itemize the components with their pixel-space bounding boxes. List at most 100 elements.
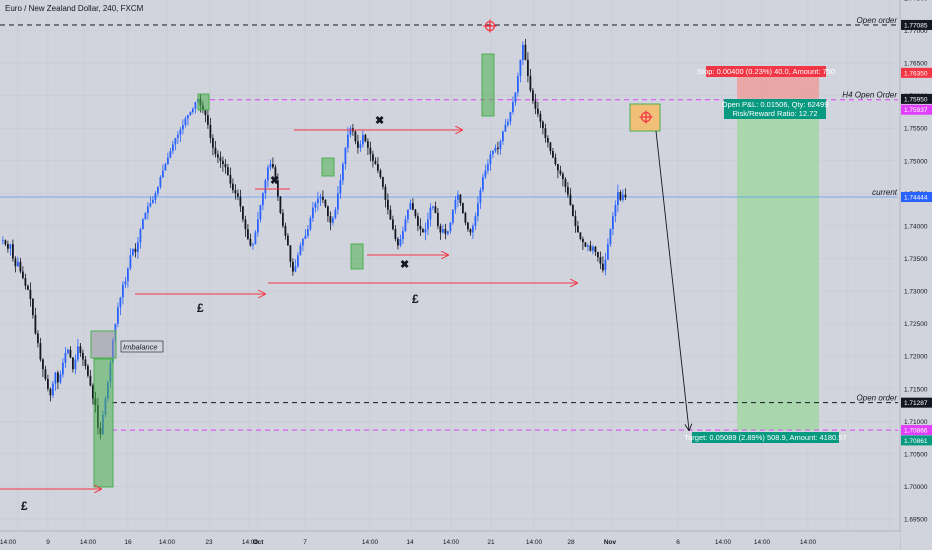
candle-body [589, 245, 592, 251]
candle-body [32, 298, 34, 316]
candle-body [149, 203, 152, 207]
candle-body [47, 379, 49, 389]
price-flag-bg [901, 93, 932, 104]
candle-body [139, 229, 142, 243]
time-tick-label: 14:00 [526, 539, 543, 546]
time-tick-label: 14:00 [362, 539, 379, 546]
drawing-annotations: £ £ £ ✖ ✖ ✖ Imbalance Stop: 0.00400 (0.23%) 40.… [0, 19, 847, 513]
candle-body [124, 281, 127, 285]
candle-body [84, 359, 87, 366]
imbalance-box [90, 330, 117, 359]
candle-body [452, 209, 454, 223]
candle-body [344, 147, 347, 165]
candle-body [429, 207, 432, 220]
candle-body [524, 44, 527, 60]
candle-body [547, 137, 549, 143]
candle-body [269, 164, 272, 168]
candle-body [327, 206, 329, 217]
candle-body [504, 124, 507, 132]
candle-body [462, 203, 464, 213]
candle-body [184, 118, 187, 125]
hline-label: Open order [857, 394, 898, 403]
candle-body [514, 92, 517, 103]
target-label-text: Target: 0.05089 (2.89%) 508.9, Amount: 4… [684, 433, 846, 442]
candle-body [157, 186, 159, 194]
candle-body [394, 229, 397, 239]
candle-body [209, 124, 212, 138]
time-tick-label: 23 [205, 539, 213, 546]
pnl-label-bg [724, 99, 826, 119]
candle-body [49, 388, 52, 396]
candle-body [119, 297, 122, 308]
candle-body [607, 244, 609, 260]
peak-target-icon [483, 19, 497, 33]
candle-body [62, 362, 64, 375]
price-tick-label: 1.72500 [904, 321, 928, 328]
candle-body [87, 365, 89, 376]
price-flag-label: 1.74444 [904, 195, 928, 202]
candle-body [214, 147, 217, 155]
candle-body [282, 212, 284, 226]
candle-body [447, 231, 449, 234]
candle-body [134, 248, 137, 252]
candle-body [397, 238, 399, 246]
candle-body [179, 129, 182, 135]
price-tick-label: 1.71500 [904, 386, 928, 393]
candle-body [587, 245, 589, 247]
candle-body [424, 229, 427, 233]
candle-body [217, 154, 219, 158]
time-tick-label: 21 [487, 539, 495, 546]
grid [0, 0, 898, 530]
candle-body [304, 235, 307, 239]
candle-body [534, 100, 537, 109]
candle-body [539, 113, 542, 122]
candle-body [624, 194, 627, 198]
candle-body [577, 225, 579, 233]
candle-body [347, 134, 349, 148]
candle-body [17, 261, 19, 267]
candle-body [537, 108, 539, 114]
time-tick-label: 14:00 [159, 539, 176, 546]
candle-body [414, 209, 417, 217]
time-tick-label: 16 [124, 539, 132, 546]
time-tick-label: Nov [604, 539, 617, 546]
candle-body [2, 240, 4, 242]
candle-body [174, 137, 177, 145]
imbalance-label-text: Imbalance [123, 343, 158, 352]
pnl-label-text: Open P&L: 0.01506, Qty: 62499 [722, 100, 829, 109]
price-flag-bg [901, 192, 932, 203]
candle-body [467, 222, 469, 230]
candle-body [279, 196, 282, 213]
pnl-label: Open P&L: 0.01506, Qty: 62499Risk/Reward… [722, 99, 829, 119]
candle-body [72, 357, 74, 370]
candle-body [74, 359, 77, 370]
candle-body [364, 134, 367, 142]
candle-body [484, 170, 487, 178]
candle-body [44, 369, 47, 380]
hline-label: H4 Open Order [842, 91, 897, 100]
candle-body [249, 238, 252, 246]
candle-body [609, 229, 612, 245]
candle-body [472, 225, 474, 233]
candle-body [489, 154, 492, 165]
candle-body [582, 238, 584, 243]
candle-body [22, 271, 24, 279]
candle-body [432, 206, 434, 208]
candle-body [177, 134, 179, 138]
hline-label: Open order [857, 16, 898, 25]
candle-body [92, 385, 94, 399]
candle-body [142, 219, 144, 230]
time-tick-label: 14:00 [80, 539, 97, 546]
candle-body [444, 229, 447, 234]
candle-body [297, 255, 299, 267]
price-axis[interactable]: 1.775001.770001.765001.760001.755001.750… [899, 0, 932, 550]
candle-body [324, 199, 327, 207]
highlight-boxes [90, 53, 661, 488]
candle-body [9, 244, 12, 249]
candle-body [147, 206, 149, 213]
price-flag-bg [901, 397, 932, 408]
candle-body [579, 232, 582, 239]
candle-body [272, 164, 274, 168]
